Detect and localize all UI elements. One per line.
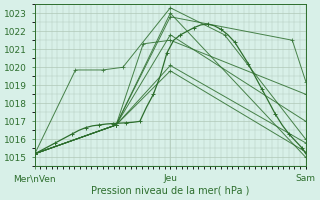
X-axis label: Pression niveau de la mer( hPa ): Pression niveau de la mer( hPa )	[91, 186, 250, 196]
